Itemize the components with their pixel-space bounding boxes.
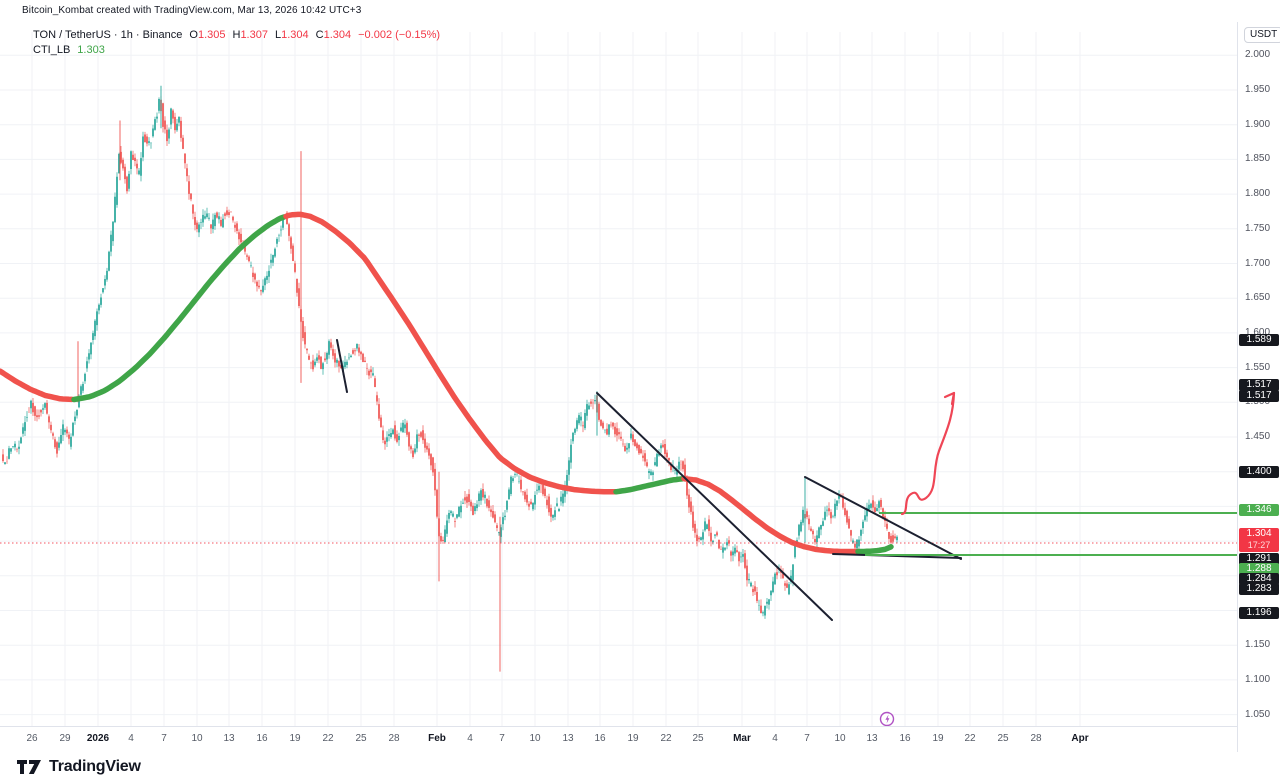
time-tick-label: Apr	[1071, 733, 1089, 744]
candlestick-series	[2, 85, 898, 672]
price-tick-label: 1.150	[1245, 639, 1271, 651]
time-tick-label: 13	[562, 733, 574, 744]
time-tick-label: 25	[997, 733, 1009, 744]
close-value: 1.304	[323, 29, 352, 41]
time-tick-label: 10	[834, 733, 846, 744]
time-tick-label: 4	[467, 733, 473, 744]
price-level-badge: 1.196	[1239, 607, 1279, 619]
price-level-badge: 1.283	[1239, 583, 1279, 595]
time-tick-label: 16	[899, 733, 911, 744]
low-value: 1.304	[281, 29, 309, 41]
time-tick-label: 4	[128, 733, 134, 744]
trendline-drawings[interactable]	[336, 339, 962, 621]
change-value: −0.002 (−0.15%)	[358, 29, 441, 41]
time-tick-label: 25	[355, 733, 367, 744]
indicator-value: 1.303	[77, 44, 105, 56]
tradingview-logo-text: TradingView	[49, 758, 141, 775]
open-value: 1.305	[197, 29, 226, 41]
time-tick-label: Feb	[428, 733, 446, 744]
ma-line-cti-lb[interactable]	[0, 211, 894, 555]
price-axis-unit[interactable]: USDT	[1244, 27, 1280, 43]
price-level-badge: 1.346	[1239, 504, 1279, 516]
time-tick-label: 10	[191, 733, 203, 744]
time-tick-label: 13	[866, 733, 878, 744]
attribution-bar: Bitcoin_Kombat created with TradingView.…	[0, 0, 1280, 22]
symbol-row: TON / TetherUS · 1h · Binance O1.305 H1.30…	[33, 28, 440, 43]
time-tick-label: 7	[161, 733, 167, 744]
price-tick-label: 1.850	[1245, 153, 1271, 165]
price-tick-label: 1.450	[1245, 431, 1271, 442]
attribution-text: Bitcoin_Kombat created with TradingView.…	[22, 5, 362, 16]
time-tick-label: 25	[692, 733, 704, 744]
time-tick-label: 28	[1030, 733, 1042, 744]
chart-pane[interactable]: TON / TetherUS · 1h · Binance O1.305 H1.30…	[0, 22, 1237, 726]
time-tick-label: 7	[804, 733, 810, 744]
time-tick-label: 28	[388, 733, 400, 744]
price-level-badge: 1.288	[1239, 563, 1279, 575]
close-label: C	[315, 29, 324, 41]
price-level-badge: 1.284	[1239, 573, 1279, 585]
price-tick-label: 1.950	[1245, 84, 1271, 95]
tradingview-logo[interactable]: TradingView	[16, 757, 141, 777]
time-tick-label: 29	[59, 733, 71, 744]
time-tick-label: 2026	[86, 733, 110, 744]
price-level-badge: 1.291	[1239, 553, 1279, 565]
price-tick-label: 1.650	[1245, 292, 1271, 304]
time-tick-label: 19	[289, 733, 301, 744]
price-tick-label: 1.700	[1245, 257, 1271, 269]
chart-canvas[interactable]	[0, 22, 1237, 726]
price-axis[interactable]: USDT 2.000 1.950 1.900 1.850 1.800 1.750 1.700…	[1237, 22, 1280, 752]
tradingview-logo-icon	[17, 760, 41, 774]
price-tick-label: 1.600	[1245, 326, 1271, 338]
price-tick-label: 1.800	[1245, 188, 1271, 200]
arrow-drawing[interactable]	[900, 391, 956, 516]
price-tick-label: 1.750	[1245, 222, 1271, 234]
high-value: 1.307	[240, 29, 268, 41]
price-tick-label: 1.550	[1245, 361, 1271, 373]
time-tick-label: 19	[627, 733, 639, 744]
time-tick-label: 19	[932, 733, 944, 744]
time-tick-label: 13	[223, 733, 235, 744]
price-tick-label: 1.100	[1245, 673, 1271, 685]
low-label: L	[274, 29, 282, 41]
time-tick-label: 10	[529, 733, 541, 744]
indicator-name[interactable]: CTI_LB	[33, 44, 71, 56]
symbol-title[interactable]: TON / TetherUS · 1h · Binance	[33, 29, 183, 41]
price-level-badge: 1.589	[1239, 334, 1279, 346]
time-tick-label: 22	[964, 733, 976, 744]
current-price-badge: 1.304 17:27	[1239, 528, 1279, 552]
price-level-badge: 1.517	[1239, 390, 1279, 402]
indicator-row: CTI_LB 1.303	[33, 43, 440, 58]
time-tick-label: 22	[660, 733, 672, 744]
time-tick-label: 4	[772, 733, 778, 744]
price-level-badge: 1.517	[1239, 379, 1279, 391]
grid	[0, 32, 1237, 726]
price-level-badge: 1.400	[1239, 466, 1279, 478]
time-tick-label: 26	[26, 733, 38, 744]
time-tick-label: Mar	[733, 733, 751, 744]
price-tick-label: 2.000	[1245, 49, 1271, 61]
chart-legend: TON / TetherUS · 1h · Binance O1.305 H1.30…	[33, 28, 440, 58]
time-axis[interactable]: 26 29 2026 4 7 10 13 16 19 22 25 28 Feb 4 7 10 13 16 19 22 2…	[0, 726, 1237, 753]
time-tick-label: 7	[499, 733, 505, 744]
horizontal-ray-drawings[interactable]	[865, 512, 1237, 556]
countdown-timer: 17:27	[1247, 540, 1271, 550]
event-marker-icon[interactable]	[879, 711, 895, 726]
time-tick-label: 16	[256, 733, 268, 744]
price-tick-label: 1.050	[1245, 708, 1271, 720]
price-tick-label: 1.900	[1245, 118, 1271, 130]
time-tick-label: 16	[594, 733, 606, 744]
footer-bar: TradingView	[0, 752, 1280, 782]
open-label: O	[189, 29, 198, 41]
time-tick-label: 22	[322, 733, 334, 744]
high-label: H	[232, 29, 241, 41]
